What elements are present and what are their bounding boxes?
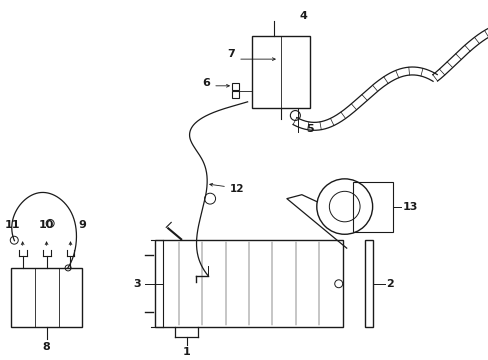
Text: 5: 5 <box>305 124 313 134</box>
Text: 13: 13 <box>402 202 417 212</box>
Text: 9: 9 <box>79 220 86 230</box>
Text: 2: 2 <box>386 279 393 289</box>
Text: 6: 6 <box>202 78 210 88</box>
Bar <box>352 182 392 231</box>
Text: 1: 1 <box>183 347 190 357</box>
Bar <box>11 268 82 327</box>
Bar <box>232 83 239 90</box>
Bar <box>251 36 309 108</box>
Bar <box>232 91 239 98</box>
Text: 4: 4 <box>299 12 307 22</box>
Text: 12: 12 <box>229 184 244 194</box>
Bar <box>364 240 372 327</box>
Text: 3: 3 <box>133 279 141 289</box>
Text: 8: 8 <box>42 342 50 352</box>
Bar <box>155 240 342 327</box>
Text: 10: 10 <box>39 220 54 230</box>
Text: 11: 11 <box>5 220 20 230</box>
Text: 7: 7 <box>227 49 235 59</box>
